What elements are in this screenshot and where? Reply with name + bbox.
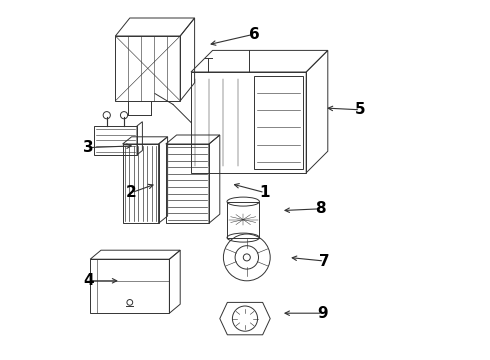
Text: 8: 8 xyxy=(315,201,326,216)
Bar xyxy=(90,259,170,313)
Text: 7: 7 xyxy=(319,253,329,269)
Text: 2: 2 xyxy=(126,185,137,200)
Bar xyxy=(166,144,209,223)
Text: 1: 1 xyxy=(260,185,270,200)
Bar xyxy=(254,76,303,169)
Bar xyxy=(191,72,306,173)
Text: 4: 4 xyxy=(83,273,94,288)
Text: 3: 3 xyxy=(83,140,94,155)
Bar xyxy=(116,36,180,101)
Bar xyxy=(227,202,259,238)
Text: 9: 9 xyxy=(317,306,328,321)
Text: 5: 5 xyxy=(355,102,366,117)
Bar xyxy=(94,126,137,155)
Text: 6: 6 xyxy=(248,27,259,42)
Bar xyxy=(122,144,159,223)
